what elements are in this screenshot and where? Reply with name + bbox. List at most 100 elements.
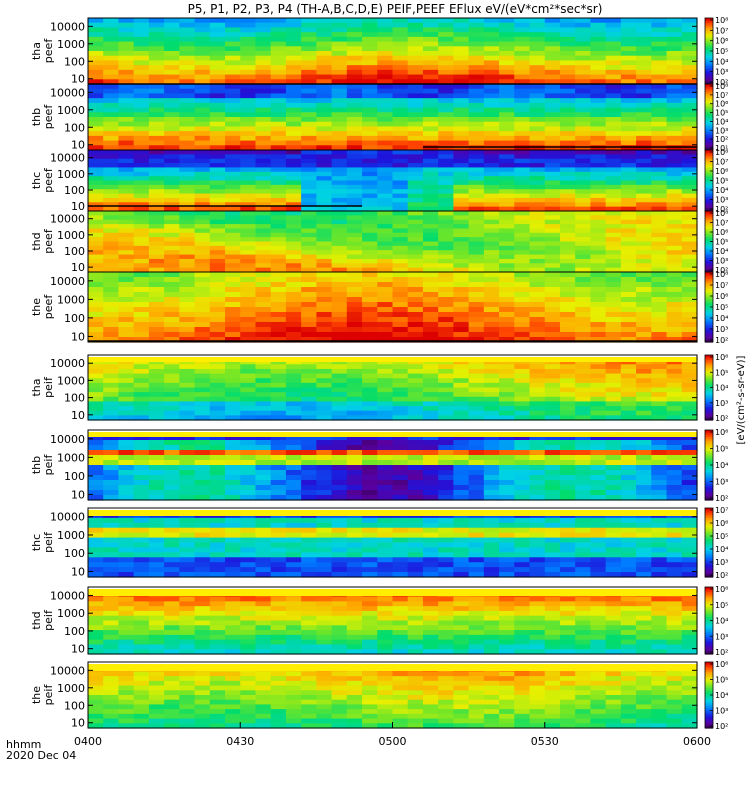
- spectrogram-cell: [270, 332, 287, 338]
- spectrogram-cell: [544, 241, 561, 247]
- spectrogram-cell: [103, 297, 120, 303]
- spectrogram-cell: [681, 317, 698, 323]
- spectrogram-cell: [209, 84, 226, 90]
- spectrogram-cell: [392, 126, 409, 132]
- spectrogram-cell: [681, 184, 698, 190]
- spectrogram-cell: [605, 490, 622, 496]
- spectrogram-cell: [316, 302, 333, 308]
- spectrogram-cell: [148, 435, 165, 441]
- spectrogram-cell: [118, 107, 135, 113]
- colorbar-tick-label: 10³: [715, 68, 728, 77]
- spectrogram-cell: [422, 93, 439, 99]
- spectrogram-cell: [133, 74, 150, 80]
- spectrogram-cell: [666, 202, 683, 208]
- spectrogram-cell: [194, 435, 211, 441]
- spectrogram-cell: [331, 406, 348, 412]
- spectrogram-cell: [346, 41, 363, 47]
- spectrogram-cell: [194, 102, 211, 109]
- spectrogram-cell: [88, 88, 104, 95]
- spectrogram-cell: [559, 378, 576, 384]
- spectrogram-cell: [255, 465, 272, 471]
- colorbar-tick-label: 10⁵: [715, 109, 728, 118]
- spectrogram-cell: [285, 51, 302, 57]
- spectrogram-cell: [605, 567, 622, 573]
- spectrogram-cell: [148, 292, 165, 298]
- spectrogram-cell: [164, 107, 180, 113]
- colorbar-cell: [705, 65, 713, 69]
- spectrogram-cell: [575, 267, 592, 273]
- spectrogram-cell: [88, 93, 104, 99]
- spectrogram-cell: [636, 435, 652, 441]
- spectrogram-cell: [636, 176, 652, 182]
- spectrogram-cell: [681, 435, 698, 441]
- spectrogram-cell: [194, 557, 211, 563]
- spectrogram-cell: [88, 527, 104, 534]
- spectrogram-cell: [438, 542, 454, 549]
- spectrogram-cell: [164, 18, 180, 24]
- spectrogram-cell: [285, 171, 302, 177]
- spectrogram-cell: [559, 572, 576, 578]
- spectrogram-cell: [620, 547, 637, 553]
- spectrogram-cell: [544, 158, 561, 164]
- spectrogram-cell: [316, 55, 333, 62]
- spectrogram-cell: [651, 495, 668, 501]
- spectrogram-cell: [422, 517, 439, 524]
- spectrogram-cell: [240, 562, 257, 568]
- spectrogram-cell: [270, 297, 287, 303]
- spectrogram-cell: [194, 145, 211, 151]
- colorbar-cell: [705, 282, 713, 285]
- spectrogram-cell: [255, 171, 272, 177]
- spectrogram-cell: [270, 60, 287, 66]
- spectrogram-cell: [499, 232, 515, 238]
- spectrogram-cell: [590, 254, 607, 260]
- spectrogram-cell: [559, 135, 576, 142]
- spectrogram-cell: [651, 415, 668, 421]
- colorbar-cell: [705, 95, 713, 98]
- colorbar-cell: [705, 154, 713, 157]
- spectrogram-cell: [118, 332, 135, 338]
- spectrogram-cell: [514, 202, 531, 208]
- colorbar-tick-label: 10⁴: [715, 186, 728, 195]
- spectrogram-cell: [651, 327, 668, 333]
- spectrogram-cell: [499, 102, 515, 109]
- spectrogram-cell: [681, 65, 698, 71]
- spectrogram-cell: [529, 18, 546, 24]
- spectrogram-cell: [133, 435, 150, 441]
- spectrogram-cell: [544, 470, 561, 476]
- spectrogram-cell: [392, 258, 409, 264]
- spectrogram-cell: [392, 322, 409, 328]
- spectrogram-cell: [483, 359, 500, 365]
- spectrogram-cell: [483, 440, 500, 446]
- spectrogram-cell: [590, 277, 607, 283]
- spectrogram-cell: [270, 102, 287, 109]
- spectrogram-cell: [240, 237, 257, 243]
- spectrogram-cell: [148, 102, 165, 109]
- spectrogram-cell: [194, 22, 211, 29]
- spectrogram-cell: [346, 55, 363, 62]
- spectrogram-cell: [331, 440, 348, 446]
- spectrogram-cell: [346, 267, 363, 273]
- spectrogram-cell: [148, 410, 165, 416]
- spectrogram-cell: [575, 131, 592, 137]
- spectrogram-cell: [377, 542, 394, 549]
- spectrogram-cell: [590, 171, 607, 177]
- spectrogram-cell: [514, 22, 531, 29]
- spectrogram-cell: [636, 332, 652, 338]
- spectrogram-cell: [605, 297, 622, 303]
- spectrogram-cell: [240, 167, 257, 173]
- spectrogram-cell: [88, 51, 104, 57]
- spectrogram-cell: [544, 322, 561, 328]
- spectrogram-cell: [529, 532, 546, 539]
- spectrogram-cell: [225, 126, 241, 132]
- spectrogram-cell: [316, 102, 333, 109]
- colorbar-cell: [705, 449, 713, 452]
- spectrogram-cell: [575, 245, 592, 251]
- spectrogram-cell: [559, 245, 576, 251]
- spectrogram-cell: [636, 465, 652, 471]
- spectrogram-cell: [270, 154, 287, 160]
- spectrogram-cell: [346, 322, 363, 328]
- colorbar-cell: [705, 249, 713, 252]
- spectrogram-cell: [133, 396, 150, 403]
- spectrogram-cell: [301, 69, 317, 76]
- spectrogram-cell: [544, 93, 561, 99]
